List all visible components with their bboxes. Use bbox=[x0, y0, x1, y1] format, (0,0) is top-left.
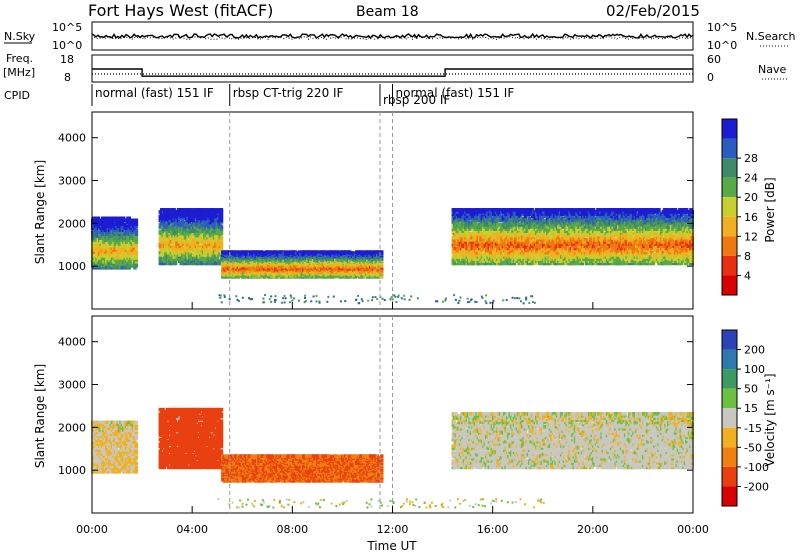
echo-cell bbox=[135, 219, 138, 223]
beam-label: Beam 18 bbox=[356, 4, 419, 20]
date-label: 02/Feb/2015 bbox=[606, 2, 700, 20]
rti-plot: Fort Hays West (fitACF) Beam 18 02/Feb/2… bbox=[0, 0, 800, 554]
nsearch-label: N.Search bbox=[746, 30, 796, 43]
echo-cell bbox=[380, 250, 383, 254]
cpid-segment-label: normal (fast) 151 IF bbox=[95, 86, 214, 100]
nsky-label: N.Sky bbox=[4, 30, 36, 43]
noise-tick-lo-left: 10^0 bbox=[52, 39, 82, 52]
cpid-segment-label: rbsp CT-trig 220 IF bbox=[233, 86, 344, 100]
cpid-segment-label: normal (fast) 151 IF bbox=[396, 86, 515, 100]
freq-label-line2: [MHz] bbox=[3, 66, 35, 79]
echo-cell bbox=[135, 228, 138, 232]
freq-tick-hi: 18 bbox=[60, 53, 74, 66]
frequency-trace bbox=[92, 69, 693, 76]
freq-label-line1: Freq. bbox=[6, 52, 33, 65]
nave-tick-hi: 60 bbox=[707, 53, 721, 66]
echo-cell bbox=[220, 225, 223, 229]
nave-label: Nave bbox=[758, 63, 786, 76]
noise-tick-lo-right: 10^0 bbox=[707, 39, 737, 52]
echo-cell bbox=[135, 250, 138, 254]
echo-cell bbox=[220, 236, 223, 240]
station-title: Fort Hays West (fitACF) bbox=[88, 1, 273, 20]
cpid-label: CPID bbox=[4, 89, 30, 102]
noise-tick-hi-right: 10^5 bbox=[707, 21, 737, 34]
noise-tick-hi-left: 10^5 bbox=[52, 21, 82, 34]
echo-cell bbox=[220, 208, 223, 212]
nave-tick-lo: 0 bbox=[707, 71, 714, 84]
freq-tick-lo: 8 bbox=[64, 71, 71, 84]
noise-panel: N.Sky 10^5 10^0 10^5 10^0 N.Search bbox=[4, 21, 796, 52]
noise-sky-trace bbox=[92, 34, 693, 38]
